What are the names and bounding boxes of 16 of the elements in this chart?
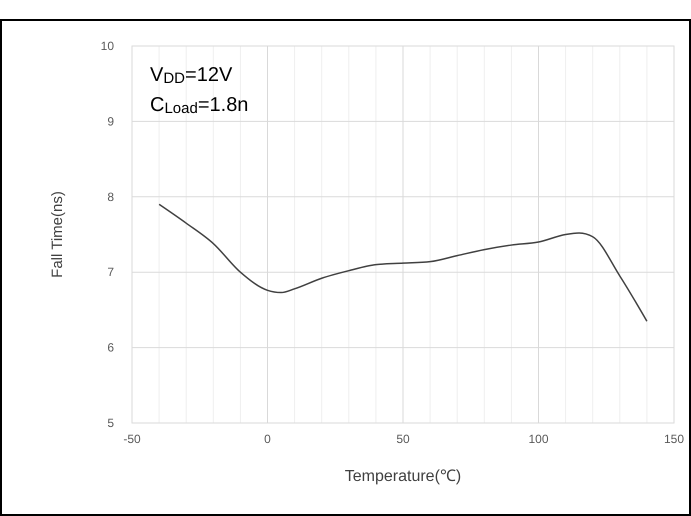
x-tick-label: 0 xyxy=(264,432,272,446)
x-tick-label: 150 xyxy=(664,432,684,446)
y-tick-label: 10 xyxy=(100,39,114,53)
x-axis-title: Temperature(℃) xyxy=(344,468,462,485)
line-series xyxy=(158,204,648,322)
y-tick-label: 8 xyxy=(107,190,114,204)
annotation: V$_{DD}$=12V xyxy=(150,64,233,88)
y-tick-label: 9 xyxy=(107,114,114,128)
y-axis-title: Fall Time(ns) xyxy=(49,191,66,278)
y-tick-label: 6 xyxy=(107,340,114,355)
y-tick-label: 7 xyxy=(107,265,114,280)
x-tick-label: 100 xyxy=(528,432,549,446)
y-tick-label: 5 xyxy=(107,416,114,430)
x-tick-label: -50 xyxy=(123,432,141,446)
x-tick-label: 50 xyxy=(396,432,410,446)
annotation: C$_{Load}$=1.8n xyxy=(150,94,248,118)
